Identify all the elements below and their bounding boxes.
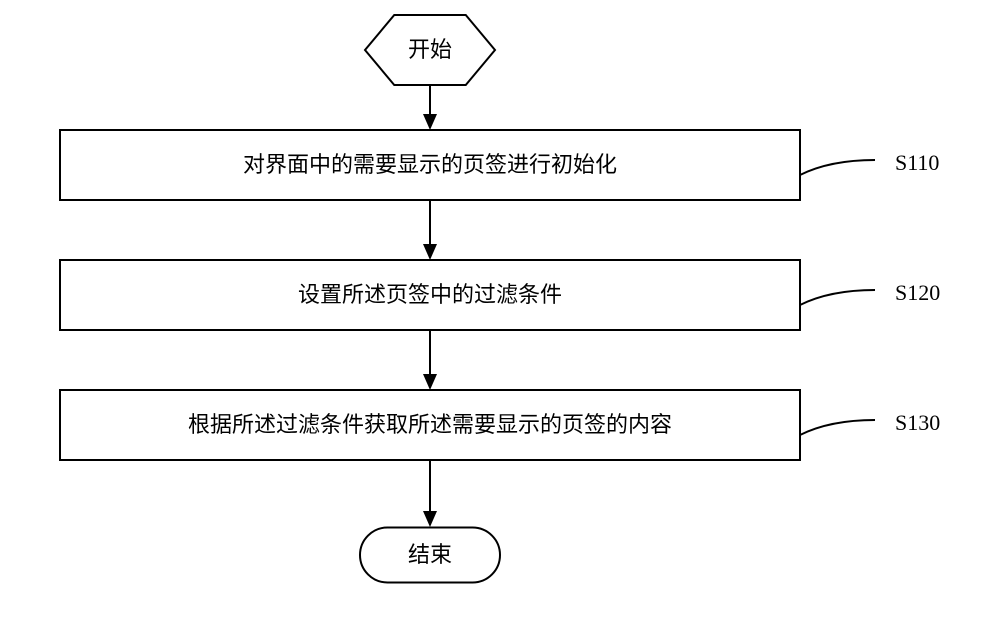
flowchart: 开始对界面中的需要显示的页签进行初始化 S110 设置所述页签中的过滤条件 S120 根… <box>0 0 1000 617</box>
step-label: S120 <box>895 280 940 305</box>
node-s120: 设置所述页签中的过滤条件 S120 <box>60 260 940 330</box>
svg-text:根据所述过滤条件获取所述需要显示的页签的内容: 根据所述过滤条件获取所述需要显示的页签的内容 <box>188 412 672 437</box>
step-label: S110 <box>895 150 939 175</box>
node-s130: 根据所述过滤条件获取所述需要显示的页签的内容 S130 <box>60 390 940 460</box>
node-start: 开始 <box>365 15 495 85</box>
step-label: S130 <box>895 410 940 435</box>
svg-text:结束: 结束 <box>408 542 452 567</box>
svg-text:对界面中的需要显示的页签进行初始化: 对界面中的需要显示的页签进行初始化 <box>243 152 617 177</box>
node-end: 结束 <box>360 528 500 583</box>
svg-text:开始: 开始 <box>408 37 452 62</box>
svg-text:设置所述页签中的过滤条件: 设置所述页签中的过滤条件 <box>298 282 562 307</box>
node-s110: 对界面中的需要显示的页签进行初始化 S110 <box>60 130 939 200</box>
